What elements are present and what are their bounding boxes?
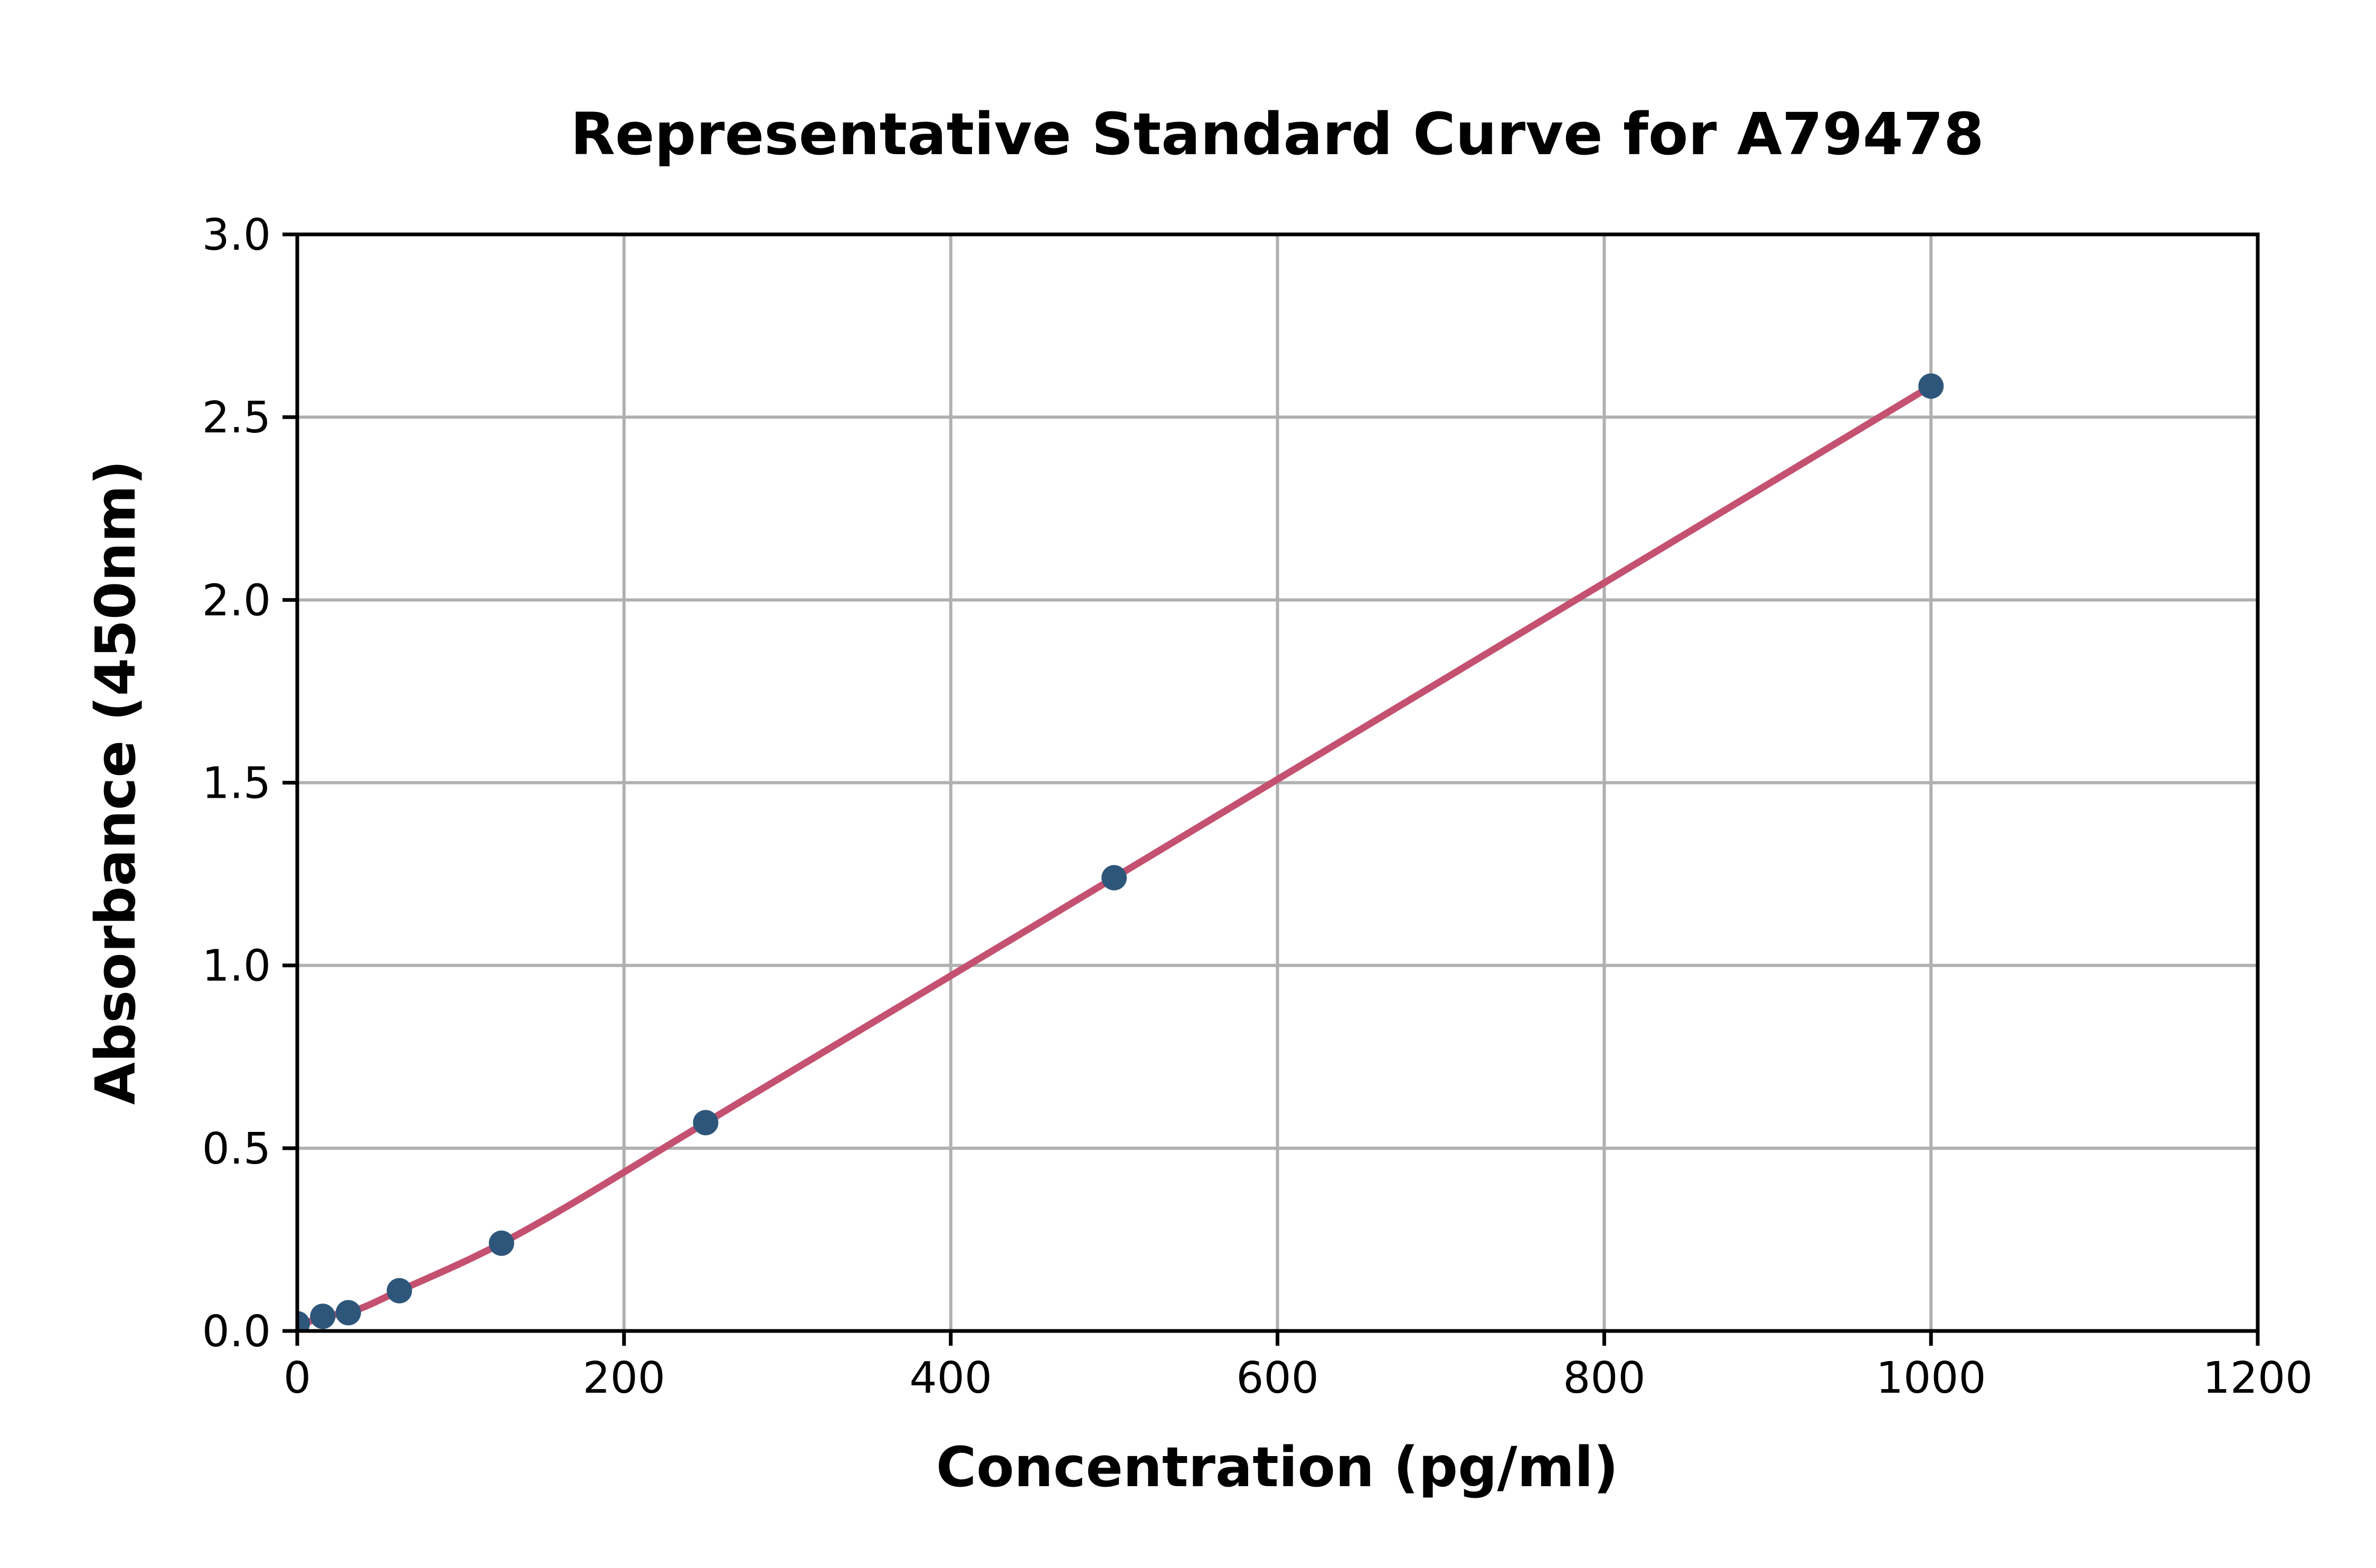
- y-tick-label: 0.5: [202, 1124, 271, 1174]
- axis-ticks: [282, 232, 2260, 1346]
- chart-title: Representative Standard Curve for A79478: [570, 100, 1984, 168]
- x-tick-label: 600: [1236, 1353, 1319, 1403]
- y-tick-label: 1.0: [202, 941, 271, 991]
- x-axis-label: Concentration (pg/ml): [936, 1435, 1618, 1499]
- data-point: [1101, 865, 1127, 891]
- x-tick-label: 200: [583, 1353, 666, 1403]
- y-tick-label: 0.0: [202, 1307, 271, 1357]
- data-point: [335, 1300, 361, 1326]
- x-tick-label: 1200: [2203, 1353, 2313, 1403]
- data-point: [693, 1110, 719, 1136]
- y-tick-label: 3.0: [202, 210, 271, 260]
- x-tick-label: 1000: [1876, 1353, 1986, 1403]
- data-point: [1918, 373, 1944, 399]
- tick-labels: 0 200 400 600 800 1000 1200 0.0 0.5 1.0 1.5 2.0 2.5 3…: [202, 210, 2313, 1403]
- data-points: [297, 373, 1944, 1331]
- x-tick-label: 400: [909, 1353, 992, 1403]
- x-tick-label: 800: [1563, 1353, 1646, 1403]
- y-tick-label: 1.5: [202, 759, 271, 809]
- fitted-curve: [297, 382, 1935, 1331]
- y-tick-label: 2.0: [202, 575, 271, 626]
- data-point: [488, 1230, 514, 1256]
- y-tick-label: 2.5: [202, 393, 271, 443]
- x-tick-label: 0: [284, 1353, 311, 1403]
- data-point: [297, 1311, 310, 1331]
- y-axis-label: Absorbance (450nm): [83, 460, 148, 1104]
- data-point: [386, 1278, 412, 1303]
- data-point: [310, 1303, 336, 1329]
